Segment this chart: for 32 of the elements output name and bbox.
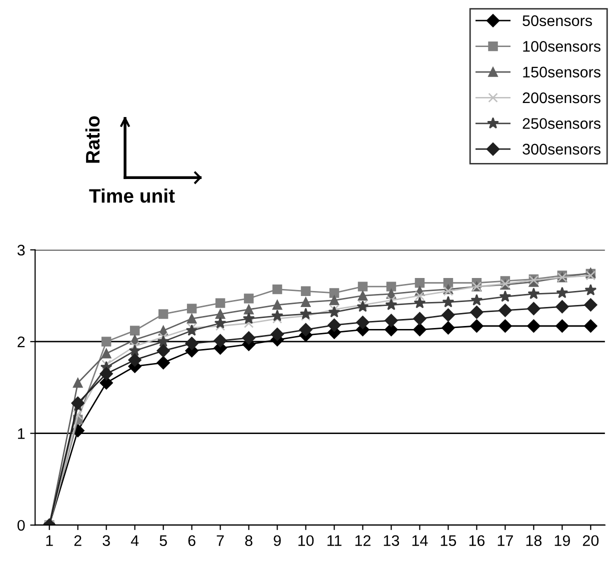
- y-tick-label: 1: [18, 428, 25, 439]
- x-tick-label: 20: [582, 535, 599, 546]
- x-tick-label: 19: [554, 535, 570, 546]
- x-tick-label: 11: [327, 535, 342, 546]
- legend-label: 50sensors: [522, 15, 592, 26]
- x-tick-label: 12: [355, 535, 370, 546]
- x-tick-label: 2: [74, 535, 82, 546]
- legend-label: 150sensors: [523, 66, 600, 78]
- x-tick-label: 16: [469, 535, 485, 546]
- x-tick-label: 7: [216, 535, 224, 546]
- x-tick-label: 5: [160, 535, 167, 546]
- x-tick-label: 8: [245, 535, 252, 546]
- x-tick-label: 3: [102, 535, 110, 546]
- y-tick-label: 2: [18, 336, 25, 348]
- x-tick-label: 13: [384, 535, 400, 546]
- legend-label: 250sensors: [522, 118, 600, 129]
- legend-label: 300sensors: [522, 144, 600, 155]
- x-tick-label: 18: [526, 535, 542, 546]
- x-tick-label: 1: [46, 535, 53, 546]
- y-tick-label: 0: [17, 520, 25, 531]
- legend-label: 100sensors: [523, 40, 600, 52]
- y-tick-label: 3: [17, 244, 25, 256]
- legend-label: 200sensors: [522, 92, 600, 104]
- x-tick-label: 15: [440, 535, 456, 546]
- x-tick-label: 4: [130, 535, 139, 546]
- x-tick-label: 14: [412, 535, 428, 546]
- x-tick-label: 6: [188, 535, 196, 546]
- x-axis-title: Time unit: [89, 188, 175, 203]
- x-tick-label: 10: [298, 535, 314, 546]
- x-tick-label: 9: [274, 535, 281, 546]
- y-axis-title: Ratio: [85, 116, 100, 163]
- x-tick-label: 17: [498, 535, 513, 546]
